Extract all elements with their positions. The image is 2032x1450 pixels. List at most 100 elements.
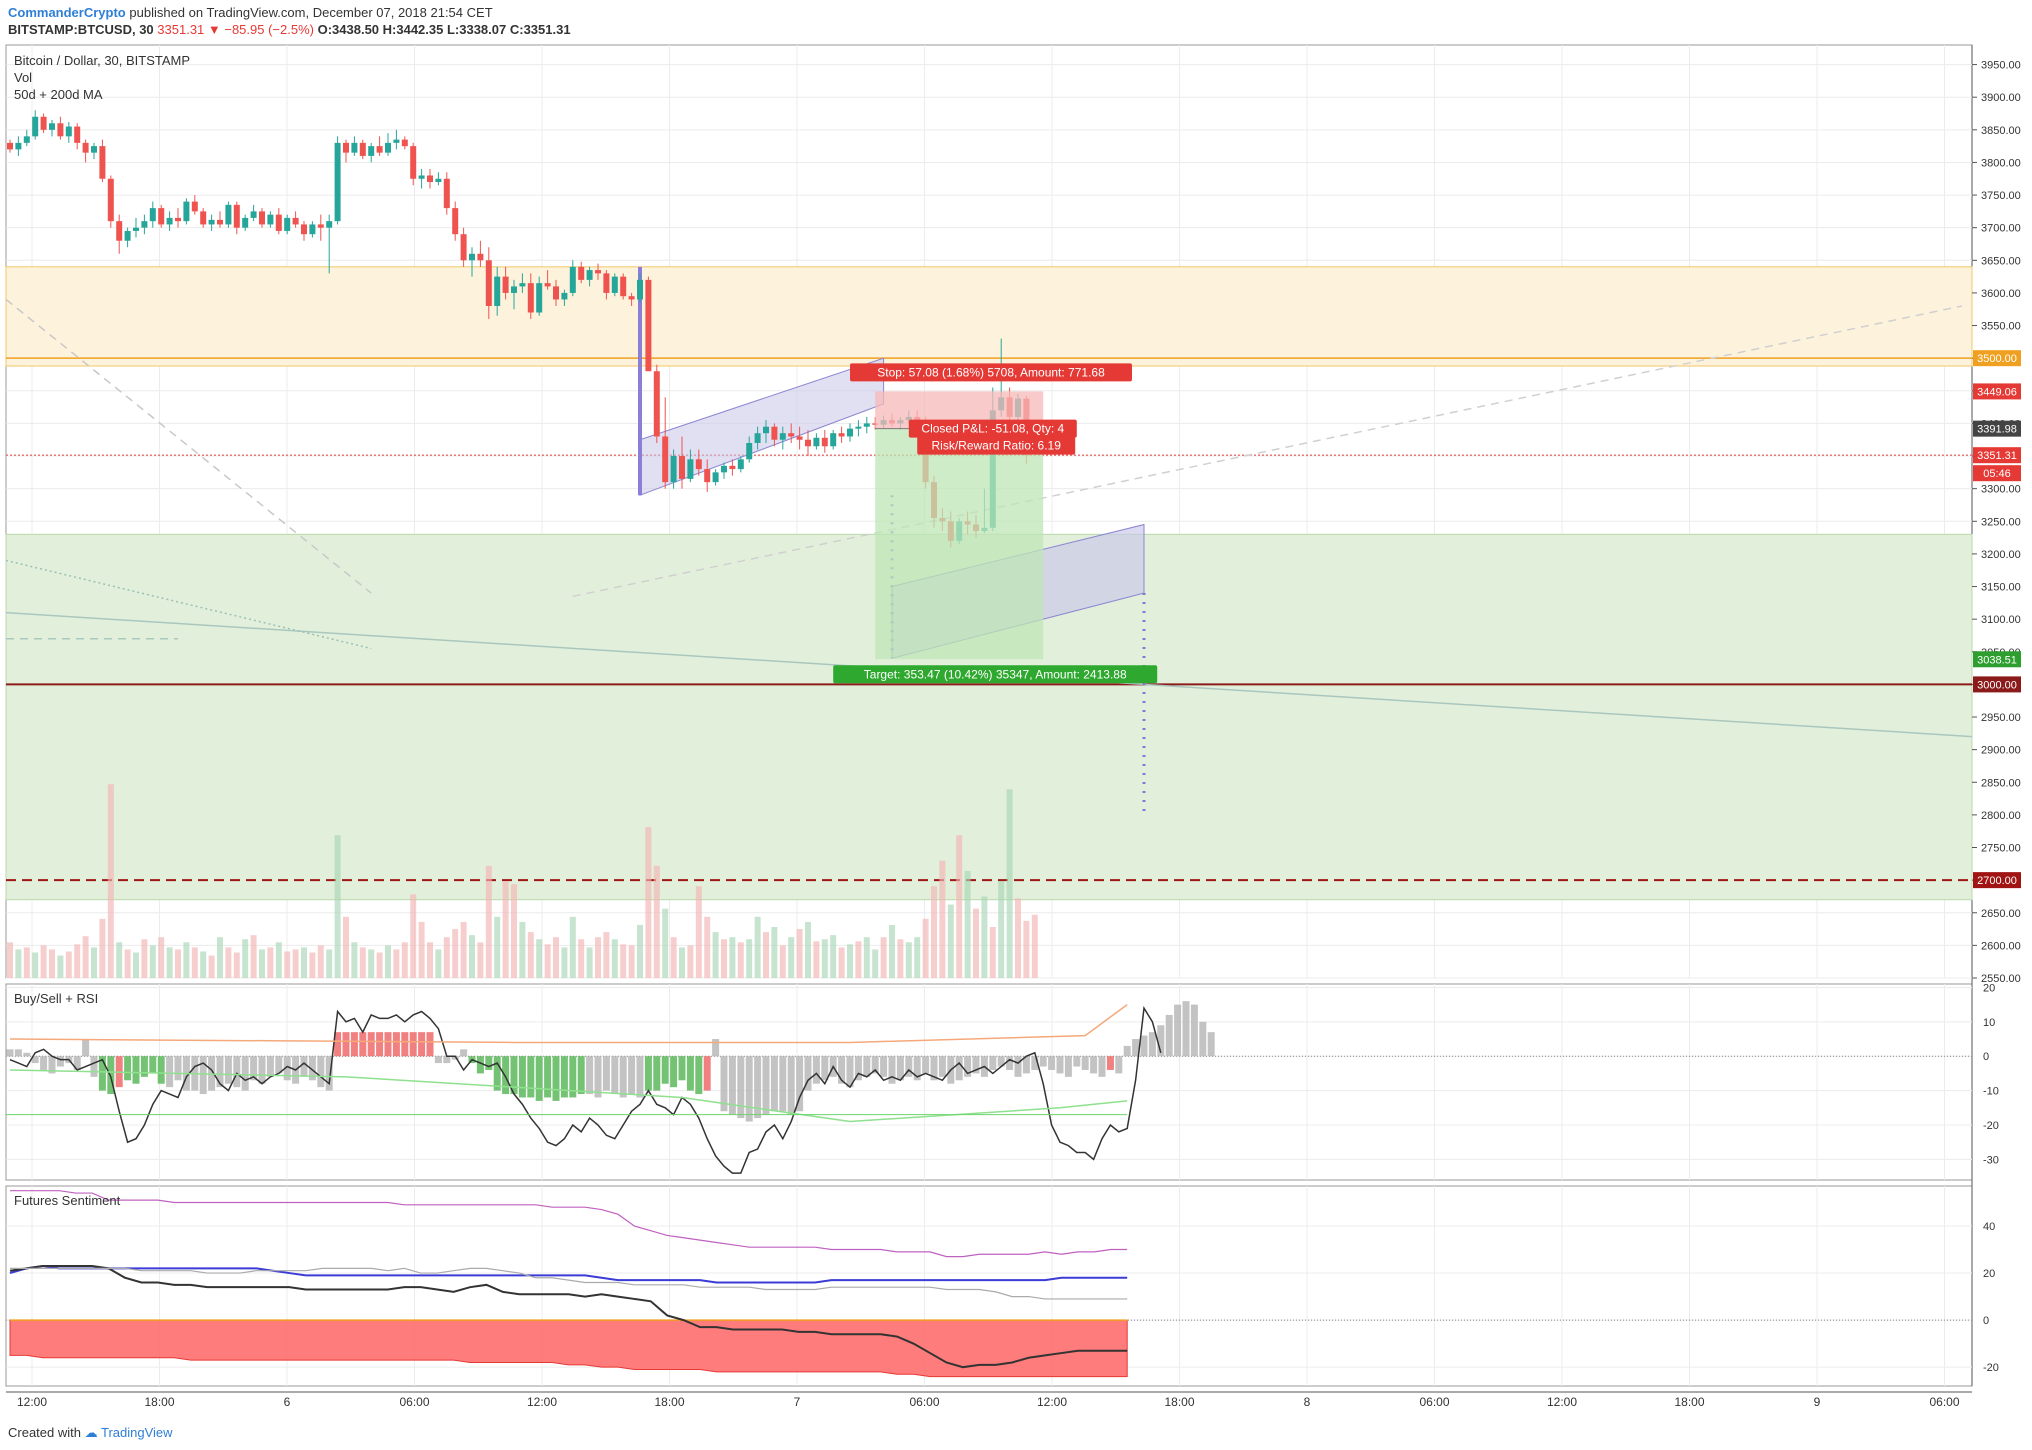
buysell-bar — [779, 1056, 787, 1112]
volume-bar — [99, 918, 106, 978]
buysell-bar — [896, 1056, 904, 1081]
buysell-bar — [14, 1049, 22, 1057]
dashed-rising-line — [572, 305, 1963, 598]
buysell-bar — [1199, 1021, 1207, 1057]
volume-bar — [863, 937, 870, 978]
price-tick-label: 3100.00 — [1981, 614, 2021, 626]
candle-down — [645, 279, 652, 372]
buysell-bar — [140, 1056, 148, 1077]
volume-bar — [1023, 920, 1030, 978]
volume-bar — [233, 952, 240, 978]
volume-bar — [124, 949, 131, 978]
candle-down — [116, 221, 123, 241]
candle-down — [788, 433, 795, 437]
candle-down — [259, 211, 265, 225]
volume-bar — [628, 945, 635, 978]
volume-bar — [931, 886, 937, 978]
buysell-bar — [703, 1056, 711, 1091]
candle-up — [670, 456, 677, 483]
candle-down — [82, 142, 89, 153]
candle-up — [855, 426, 862, 429]
volume-bar — [309, 952, 316, 978]
volume-bar — [267, 947, 274, 978]
volume-bar — [569, 916, 576, 978]
buysell-bar — [266, 1056, 274, 1077]
stop-label: Stop: 57.08 (1.68%) 5708, Amount: 771.68 — [877, 365, 1105, 379]
candle-down — [443, 178, 450, 209]
buysell-bar — [6, 1049, 14, 1057]
volume-bar — [74, 944, 81, 978]
buysell-bar — [728, 1056, 736, 1115]
symbol-line: BITSTAMP:BTCUSD, 30 — [8, 22, 154, 37]
time-tick-label: 06:00 — [1419, 1395, 1449, 1409]
price-tick-label: 2650.00 — [1981, 908, 2021, 920]
candle-up — [519, 283, 526, 287]
candle-up — [91, 146, 97, 153]
volume-bar — [166, 947, 173, 978]
rsi-pane-label: Buy/Sell + RSI — [14, 991, 98, 1006]
candle-down — [653, 371, 660, 437]
buysell-bar — [989, 1056, 997, 1070]
stop-label-bg — [850, 363, 1132, 382]
volume-bar — [107, 784, 114, 978]
candle-up — [326, 221, 333, 228]
volume-bar — [805, 921, 811, 978]
tradingview-logo-icon[interactable]: ☁ — [84, 1425, 98, 1440]
buysell-bar — [1031, 1056, 1039, 1070]
price-tick-label: 2800.00 — [1981, 810, 2021, 822]
buysell-bar — [1207, 1032, 1215, 1057]
pane-border — [5, 983, 1973, 1181]
price-tick-label: 3700.00 — [1981, 223, 2021, 235]
buysell-bar — [308, 1056, 316, 1081]
volume-bar — [939, 860, 946, 978]
negative-sentiment-area — [9, 1319, 1128, 1378]
candle-down — [553, 286, 559, 300]
volume-bar — [872, 949, 879, 978]
published-text: published on TradingView.com, December 0… — [129, 5, 493, 20]
candle-up — [368, 146, 375, 156]
futures-tick-label: 40 — [1983, 1221, 1995, 1233]
buysell-bar — [611, 1056, 619, 1095]
candle-down — [427, 175, 433, 183]
candle-down — [410, 146, 417, 179]
price-tick-label: 3200.00 — [1981, 549, 2021, 561]
volume-bar — [32, 952, 39, 978]
volume-bar — [729, 937, 736, 978]
candle-down — [460, 234, 467, 261]
price-tick-label: 2850.00 — [1981, 777, 2021, 789]
candle-up — [779, 433, 786, 440]
candle-down — [292, 217, 299, 225]
buysell-bar — [40, 1056, 48, 1070]
buysell-bar — [586, 1056, 594, 1095]
candle-up — [385, 142, 391, 153]
candle-down — [57, 123, 64, 137]
volume-bar — [469, 935, 475, 978]
rsi-tick-label: -30 — [1983, 1154, 1999, 1166]
author-link[interactable]: CommanderCrypto — [8, 5, 126, 20]
volume-bar — [796, 929, 803, 978]
volume-bar — [149, 945, 156, 978]
volume-bar — [536, 939, 543, 978]
lower-band-line — [9, 1069, 1128, 1123]
price-tick-label: 3950.00 — [1981, 60, 2021, 72]
candle-up — [712, 472, 719, 483]
buysell-bar — [241, 1056, 249, 1091]
volume-bar — [65, 951, 72, 978]
candle-down — [452, 208, 459, 235]
candle-down — [502, 276, 509, 293]
time-tick-label: 12:00 — [1547, 1395, 1577, 1409]
tradingview-brand[interactable]: TradingView — [101, 1425, 173, 1440]
buysell-bar — [964, 1056, 972, 1077]
candle-down — [628, 296, 635, 300]
volume-bar — [183, 942, 190, 978]
candle-down — [233, 204, 240, 228]
buysell-bar — [300, 1056, 308, 1077]
sentiment-series-line — [9, 1264, 1128, 1284]
price-tick-label: 3250.00 — [1981, 516, 2021, 528]
position-tool[interactable]: Stop: 57.08 (1.68%) 5708, Amount: 771.68… — [833, 363, 1158, 684]
volume-bar — [385, 945, 391, 978]
volume-bar — [956, 835, 963, 978]
price-tick-label: 3800.00 — [1981, 157, 2021, 169]
buysell-bar — [569, 1056, 577, 1098]
